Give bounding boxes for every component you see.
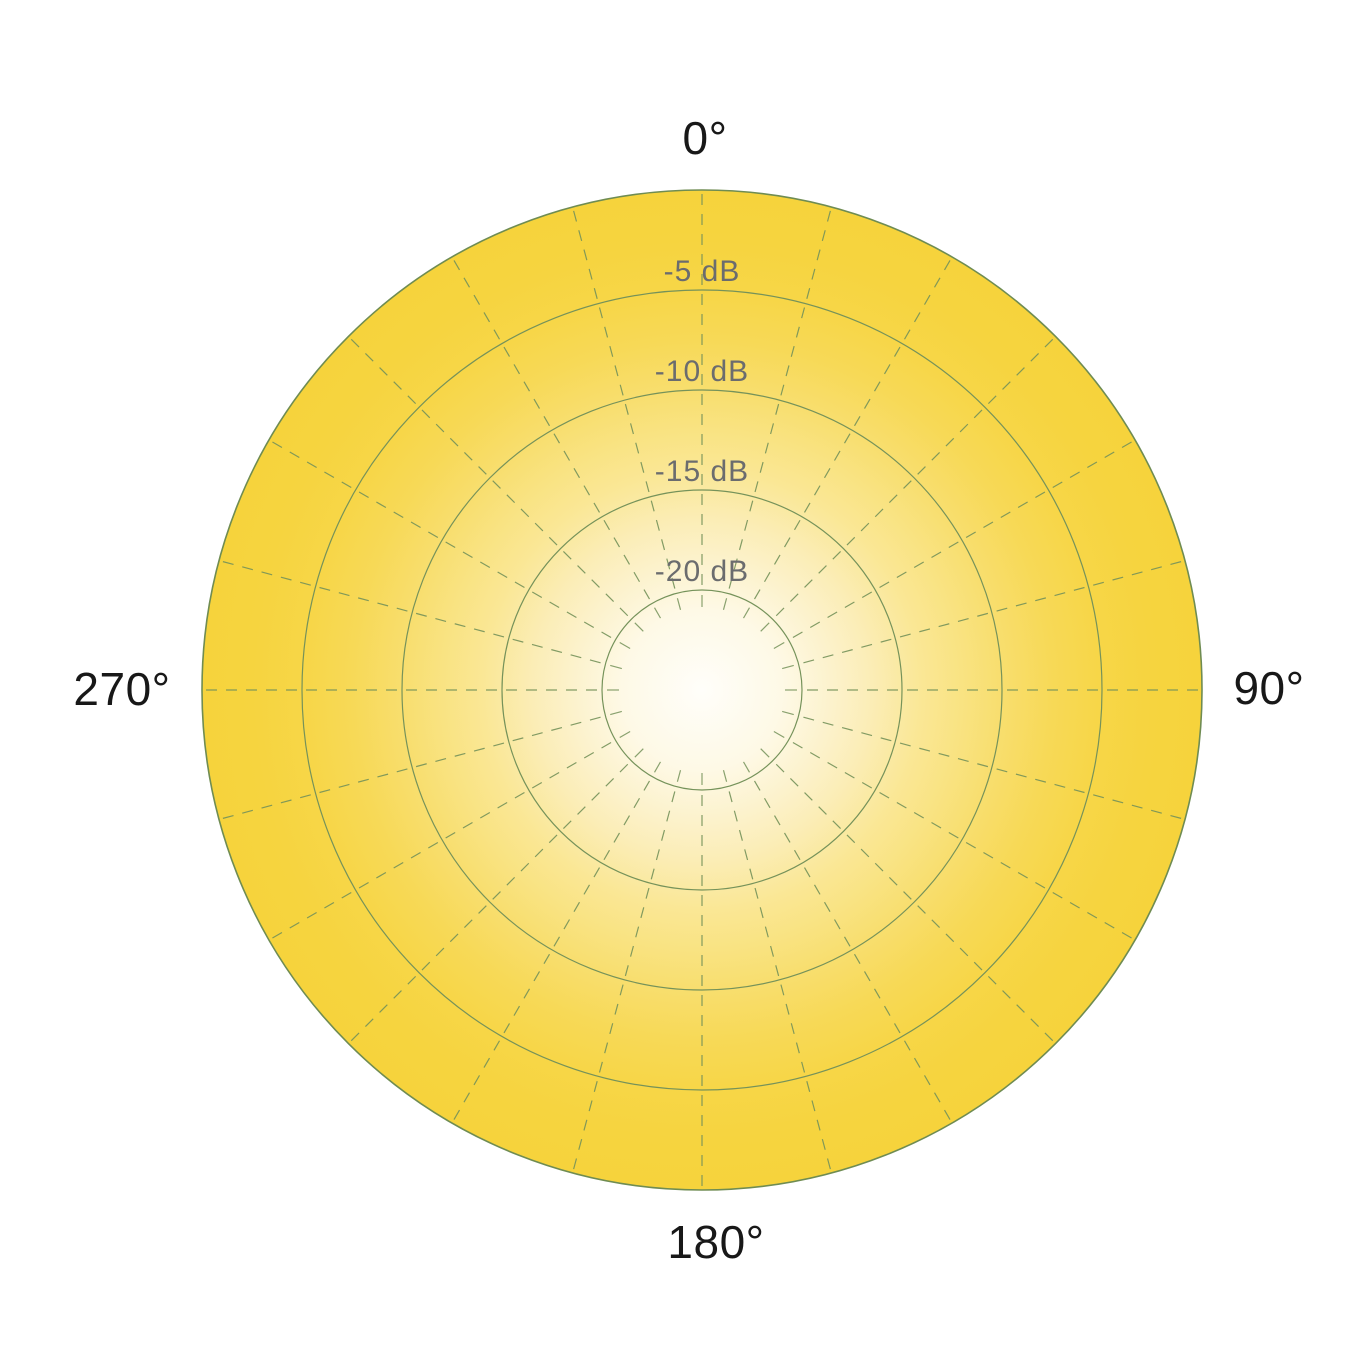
inner-tick [782, 664, 794, 670]
angle-gridline [270, 440, 612, 639]
angle-gridline [452, 258, 651, 600]
inner-tick [634, 748, 644, 758]
angle-label-270: 270° [73, 663, 171, 715]
angle-gridline [803, 716, 1184, 820]
inner-tick [773, 641, 785, 650]
angle-gridline [349, 763, 629, 1043]
inner-tick [610, 664, 622, 670]
ring-label: -20 dB [655, 555, 749, 588]
angle-label-180: 180° [667, 1216, 765, 1268]
angle-gridline [572, 208, 676, 589]
angle-gridline [792, 741, 1134, 940]
inner-tick [653, 607, 662, 619]
ring-label: -15 dB [655, 455, 749, 488]
angle-gridline [220, 560, 601, 664]
grid-ring [501, 489, 903, 891]
inner-tick [742, 761, 751, 773]
angle-gridline [572, 791, 676, 1172]
inner-tick [760, 622, 770, 632]
inner-tick [782, 710, 794, 716]
ring-label: -5 dB [664, 255, 741, 288]
inner-tick [773, 730, 785, 739]
angle-gridline [349, 337, 629, 617]
angle-gridline [728, 791, 832, 1172]
grid-ring [301, 289, 1103, 1091]
inner-tick [653, 761, 662, 773]
inner-tick [722, 770, 728, 782]
inner-tick [676, 770, 682, 782]
inner-tick [742, 607, 751, 619]
angle-gridline [270, 741, 612, 940]
inner-tick [634, 622, 644, 632]
angle-gridline [452, 780, 651, 1122]
angle-gridline [775, 763, 1055, 1043]
inner-tick [619, 730, 631, 739]
angle-gridline [753, 258, 952, 600]
inner-tick [676, 598, 682, 610]
grid-ring [601, 589, 803, 791]
grid-ring [401, 389, 1003, 991]
angle-label-90: 90° [1233, 662, 1305, 714]
angle-label-0: 0° [682, 112, 728, 164]
ring-label: -10 dB [655, 355, 749, 388]
inner-tick [619, 641, 631, 650]
inner-tick [760, 748, 770, 758]
angle-gridline [792, 440, 1134, 639]
angle-gridline [753, 780, 952, 1122]
angle-gridline [775, 337, 1055, 617]
angle-gridline [728, 208, 832, 589]
angle-gridline [220, 716, 601, 820]
inner-tick [610, 710, 622, 716]
angle-gridline [803, 560, 1184, 664]
inner-tick [722, 598, 728, 610]
